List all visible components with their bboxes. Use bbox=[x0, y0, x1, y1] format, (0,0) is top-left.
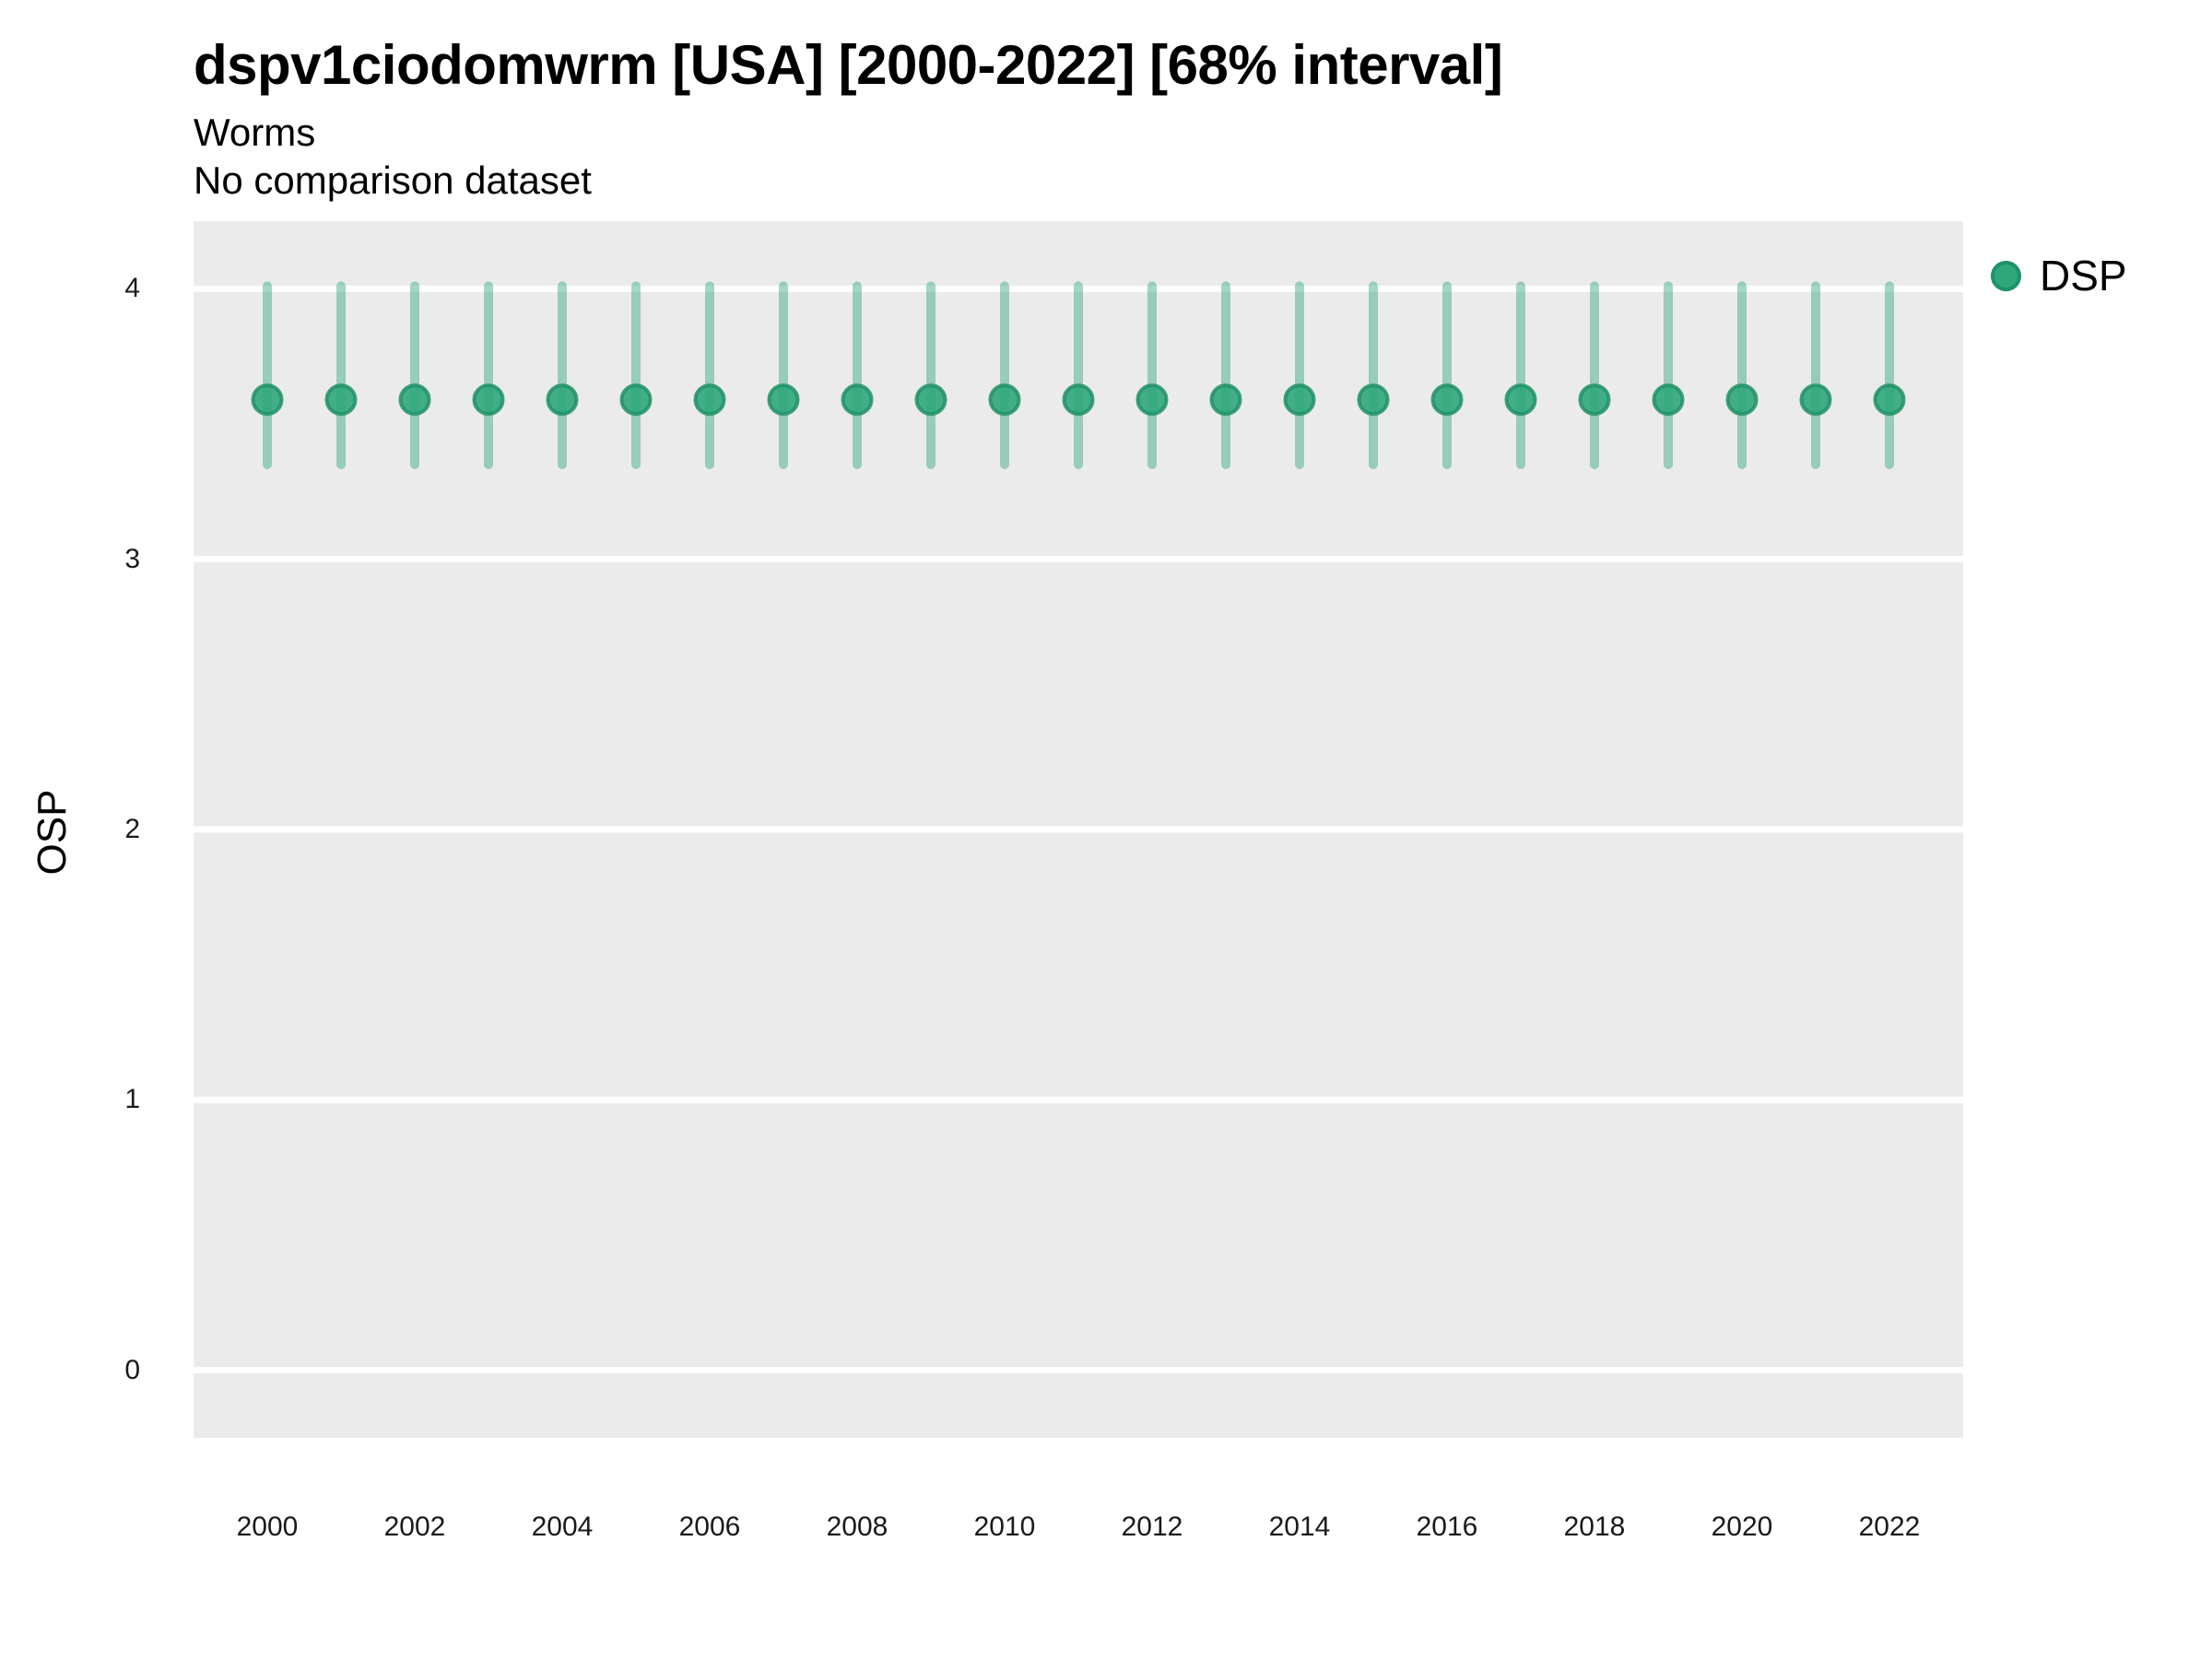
x-tick-label-2010: 2010 bbox=[973, 1512, 1036, 1542]
x-tick-label-2000: 2000 bbox=[236, 1512, 299, 1542]
point-2000 bbox=[251, 383, 284, 417]
point-2003 bbox=[472, 383, 505, 417]
point-2010 bbox=[988, 383, 1021, 417]
x-tick-label-2002: 2002 bbox=[383, 1512, 446, 1542]
point-2001 bbox=[324, 383, 358, 417]
point-2019 bbox=[1652, 383, 1685, 417]
legend-dsp-swatch bbox=[1991, 260, 2021, 291]
point-2008 bbox=[841, 383, 874, 417]
point-2006 bbox=[693, 383, 726, 417]
y-tick-label-4: 4 bbox=[124, 273, 140, 304]
legend: DSP bbox=[1991, 251, 2127, 300]
y-tick-label-1: 1 bbox=[124, 1084, 140, 1115]
x-tick-label-2004: 2004 bbox=[531, 1512, 594, 1542]
x-tick-label-2020: 2020 bbox=[1711, 1512, 1773, 1542]
x-tick-label-2022: 2022 bbox=[1858, 1512, 1921, 1542]
point-2015 bbox=[1357, 383, 1390, 417]
chart-subtitle: Worms bbox=[194, 111, 316, 154]
pointrange-plot bbox=[194, 281, 1963, 1374]
x-tick-label-2008: 2008 bbox=[826, 1512, 888, 1542]
point-2011 bbox=[1062, 383, 1095, 417]
point-2004 bbox=[546, 383, 579, 417]
point-2022 bbox=[1873, 383, 1906, 417]
x-tick-label-2014: 2014 bbox=[1268, 1512, 1331, 1542]
comparison-note: No comparison dataset bbox=[194, 159, 592, 202]
x-tick-label-2006: 2006 bbox=[678, 1512, 741, 1542]
x-tick-label-2018: 2018 bbox=[1563, 1512, 1626, 1542]
y-tick-label-0: 0 bbox=[124, 1354, 140, 1385]
point-2020 bbox=[1725, 383, 1759, 417]
point-2021 bbox=[1799, 383, 1832, 417]
point-2012 bbox=[1135, 383, 1169, 417]
point-2016 bbox=[1430, 383, 1464, 417]
y-tick-label-3: 3 bbox=[124, 543, 140, 574]
point-2002 bbox=[398, 383, 431, 417]
point-2013 bbox=[1209, 383, 1242, 417]
point-2014 bbox=[1283, 383, 1316, 417]
point-2018 bbox=[1578, 383, 1611, 417]
plot-panel bbox=[194, 221, 1963, 1438]
y-tick-label-2: 2 bbox=[124, 814, 140, 844]
point-2017 bbox=[1504, 383, 1537, 417]
point-2009 bbox=[914, 383, 947, 417]
point-2005 bbox=[619, 383, 653, 417]
x-tick-label-2016: 2016 bbox=[1416, 1512, 1478, 1542]
x-tick-label-2012: 2012 bbox=[1121, 1512, 1183, 1542]
chart-title: dspv1ciodomwrm [USA] [2000-2022] [68% in… bbox=[194, 34, 1503, 96]
point-2007 bbox=[767, 383, 800, 417]
legend-dsp-label: DSP bbox=[2040, 252, 2127, 300]
